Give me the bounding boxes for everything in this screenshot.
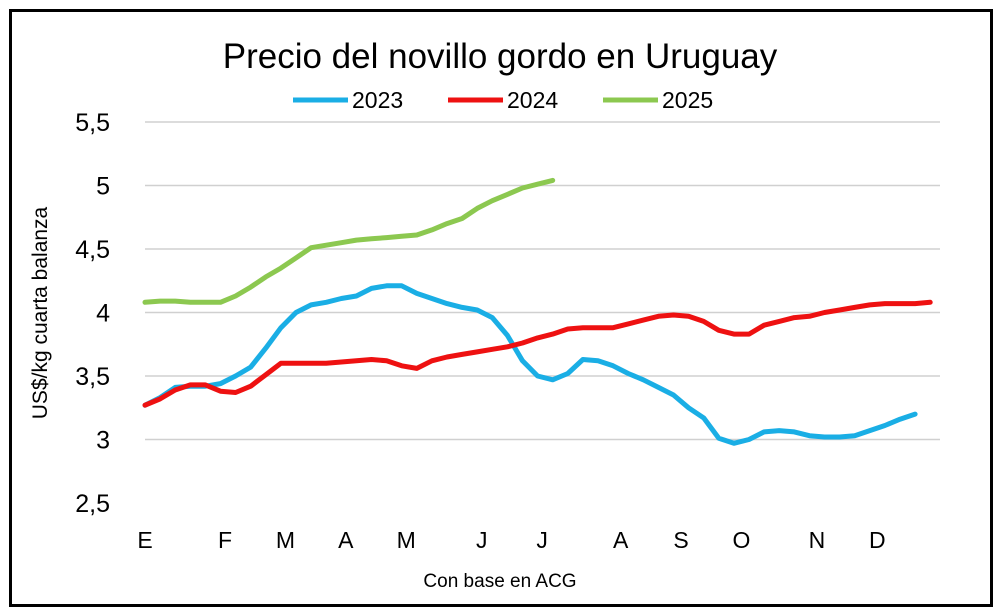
legend-label-2025: 2025 xyxy=(662,87,713,113)
x-tick-label: M xyxy=(397,527,416,553)
y-tick-label: 3,5 xyxy=(75,363,110,391)
x-tick-label: A xyxy=(338,527,354,553)
x-tick-label: O xyxy=(733,527,751,553)
y-axis-label: US$/kg cuarta balanza xyxy=(29,206,52,419)
x-tick-label: D xyxy=(869,527,886,553)
y-tick-label: 4 xyxy=(96,300,110,328)
y-tick-label: 5 xyxy=(96,173,110,201)
chart-frame xyxy=(9,9,993,607)
chart-title: Precio del novillo gordo en Uruguay xyxy=(223,37,778,76)
x-tick-label: A xyxy=(613,527,629,553)
x-tick-label: J xyxy=(476,527,488,553)
legend-label-2023: 2023 xyxy=(352,87,403,113)
series-line-2024 xyxy=(142,299,933,408)
x-tick-label: F xyxy=(218,527,232,553)
y-tick-label: 2,5 xyxy=(75,490,110,518)
legend-label-2024: 2024 xyxy=(507,87,558,113)
x-tick-label: N xyxy=(809,527,826,553)
x-tick-label: M xyxy=(276,527,295,553)
x-axis-label: Con base en ACG xyxy=(423,571,576,592)
y-tick-label: 4,5 xyxy=(75,236,110,264)
y-tick-label: 5,5 xyxy=(75,109,110,137)
x-tick-label: J xyxy=(536,527,548,553)
series-line-2023 xyxy=(142,283,918,446)
y-tick-label: 3 xyxy=(96,427,110,455)
x-tick-label: E xyxy=(137,527,152,553)
x-tick-label: S xyxy=(673,527,688,553)
series-line-2025 xyxy=(142,177,556,305)
